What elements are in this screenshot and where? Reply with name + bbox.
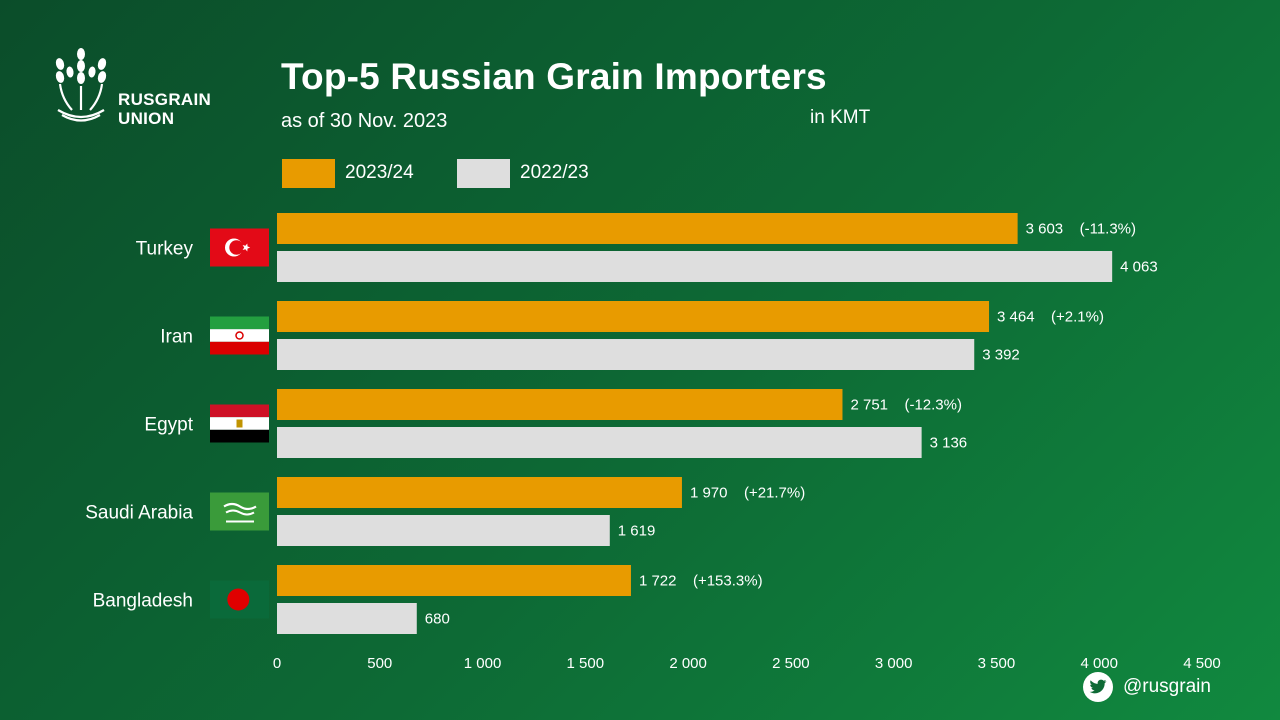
x-tick-label: 4 500 xyxy=(1183,655,1221,672)
bar-saudi-arabia-2023-24 xyxy=(277,477,682,508)
legend-label-2022-23: 2022/23 xyxy=(520,162,589,183)
category-label-turkey: Turkey xyxy=(136,239,194,260)
change-label-saudi-arabia: (+21.7%) xyxy=(744,485,805,502)
category-egypt: Egypt 2 751 (-12.3%) 3 136 xyxy=(144,389,967,458)
legend-label-2023-24: 2023/24 xyxy=(345,162,414,183)
chart-subtitle: as of 30 Nov. 2023 xyxy=(281,110,448,132)
bar-saudi-arabia-2022-23 xyxy=(277,515,610,546)
wheat-icon xyxy=(55,48,107,122)
x-tick-label: 0 xyxy=(273,655,281,672)
turkey-flag-icon xyxy=(210,228,269,267)
value-label-egypt-2022-23: 3 136 xyxy=(930,435,968,452)
value-label-turkey-2022-23: 4 063 xyxy=(1120,259,1158,276)
iran-flag-icon xyxy=(210,316,269,355)
twitter-handle[interactable]: @rusgrain xyxy=(1083,672,1211,702)
value-label-egypt-2023-24: 2 751 xyxy=(850,397,888,414)
chart-title: Top-5 Russian Grain Importers xyxy=(281,56,827,97)
value-label-turkey-2023-24: 3 603 xyxy=(1026,221,1064,238)
x-tick-label: 3 000 xyxy=(875,655,913,672)
category-turkey: Turkey 3 603 (-11.3%) 4 063 xyxy=(136,213,1158,282)
bar-egypt-2022-23 xyxy=(277,427,922,458)
x-tick-label: 500 xyxy=(367,655,392,672)
x-tick-label: 2 500 xyxy=(772,655,810,672)
bar-turkey-2023-24 xyxy=(277,213,1018,244)
legend-item-2023-24: 2023/24 xyxy=(282,158,414,188)
x-tick-label: 3 500 xyxy=(978,655,1016,672)
value-label-bangladesh-2023-24: 1 722 xyxy=(639,573,677,590)
legend-swatch-2022-23 xyxy=(457,158,510,188)
legend-item-2022-23: 2022/23 xyxy=(457,158,589,188)
category-label-iran: Iran xyxy=(160,327,193,348)
category-saudi-arabia: Saudi Arabia 1 970 (+21.7%) 1 619 xyxy=(85,477,805,546)
x-tick-label: 2 000 xyxy=(669,655,707,672)
brand-name-line2: UNION xyxy=(118,109,175,128)
bar-iran-2022-23 xyxy=(277,339,975,370)
x-axis: 0 500 1 000 1 500 2 000 2 500 3 000 3 500 4 000 4… xyxy=(273,655,1221,672)
bar-bangladesh-2022-23 xyxy=(277,603,417,634)
x-tick-label: 1 500 xyxy=(567,655,605,672)
category-bangladesh: Bangladesh 1 722 (+153.3%) 680 xyxy=(93,565,763,634)
category-label-egypt: Egypt xyxy=(144,415,193,436)
category-label-saudi-arabia: Saudi Arabia xyxy=(85,503,193,524)
category-label-bangladesh: Bangladesh xyxy=(93,591,193,612)
bar-bangladesh-2023-24 xyxy=(277,565,631,596)
value-label-saudi-arabia-2023-24: 1 970 xyxy=(690,485,728,502)
egypt-flag-icon xyxy=(210,404,269,443)
value-label-iran-2022-23: 3 392 xyxy=(982,347,1020,364)
twitter-icon xyxy=(1083,672,1113,702)
twitter-handle-text: @rusgrain xyxy=(1123,676,1211,697)
brand-name-line1: RUSGRAIN xyxy=(118,90,212,109)
value-label-iran-2023-24: 3 464 xyxy=(997,309,1035,326)
change-label-egypt: (-12.3%) xyxy=(904,397,962,414)
change-label-iran: (+2.1%) xyxy=(1051,309,1104,326)
bar-turkey-2022-23 xyxy=(277,251,1113,282)
x-tick-label: 4 000 xyxy=(1080,655,1118,672)
rusgrain-logo: RUSGRAIN UNION xyxy=(50,44,230,134)
unit-label: in KMT xyxy=(810,107,871,128)
bar-iran-2023-24 xyxy=(277,301,990,332)
category-iran: Iran 3 464 (+2.1%) 3 392 xyxy=(160,301,1104,370)
brand-name: RUSGRAIN UNION xyxy=(118,90,211,128)
x-tick-label: 1 000 xyxy=(464,655,502,672)
saudi-arabia-flag-icon xyxy=(210,492,269,531)
change-label-bangladesh: (+153.3%) xyxy=(693,573,763,590)
legend-swatch-2023-24 xyxy=(282,158,335,188)
bar-egypt-2023-24 xyxy=(277,389,843,420)
value-label-saudi-arabia-2022-23: 1 619 xyxy=(618,523,656,540)
change-label-turkey: (-11.3%) xyxy=(1080,221,1136,238)
bangladesh-flag-icon xyxy=(210,580,269,619)
value-label-bangladesh-2022-23: 680 xyxy=(425,611,450,628)
